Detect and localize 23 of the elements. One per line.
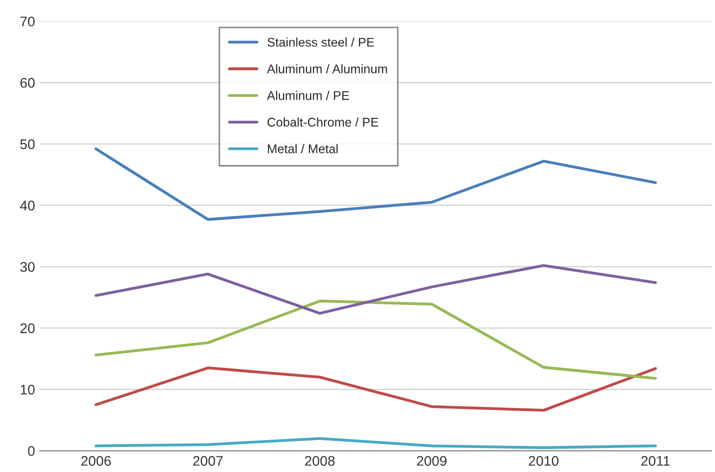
line-series	[94, 366, 657, 412]
y-tick-label: 30	[20, 262, 35, 272]
legend-label: Stainless steel / PE	[267, 37, 374, 47]
y-tick-label: 40	[20, 200, 35, 210]
line-series	[94, 437, 657, 450]
line-series	[94, 300, 657, 380]
y-tick-label: 50	[20, 139, 35, 150]
legend-label: Metal / Metal	[268, 144, 338, 154]
x-tick-label: 2006	[81, 456, 111, 466]
x-tick-label: 2008	[305, 456, 335, 466]
line-series	[94, 264, 657, 315]
x-tick-label: 2007	[193, 456, 223, 466]
legend-label: Cobalt-Chrome / PE	[268, 117, 378, 127]
legend-label: Aluminum / Aluminum	[266, 64, 387, 74]
y-tick-label: 70	[20, 16, 35, 26]
x-tick-label: 2009	[416, 456, 446, 466]
x-tick-label: 2010	[528, 456, 558, 466]
x-tick-label: 2011	[641, 456, 670, 466]
legend-label: Aluminum / PE	[266, 90, 350, 100]
y-tick-label: 0	[28, 446, 35, 456]
y-tick-label: 20	[20, 323, 35, 334]
y-tick-label: 60	[20, 78, 35, 88]
y-tick-label: 10	[20, 384, 35, 395]
